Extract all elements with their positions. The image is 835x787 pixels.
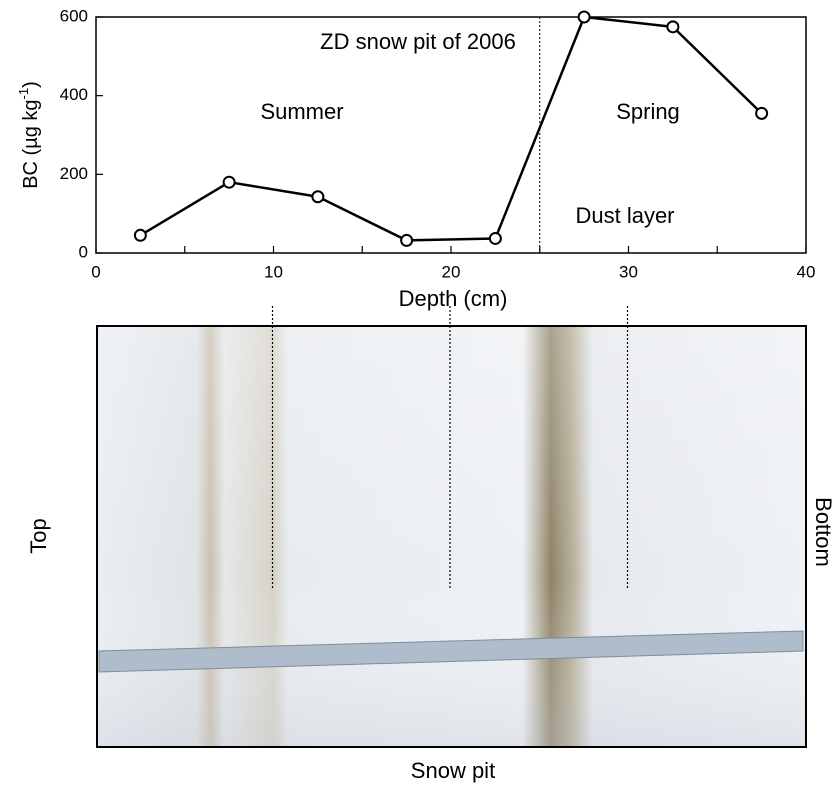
y-axis-title-main: BC (µg kg: [20, 99, 42, 188]
x-tick-label: 20: [442, 262, 461, 281]
data-point: [577, 10, 591, 24]
annotation: Spring: [616, 99, 680, 124]
y-axis-title: BC (µg kg-1): [16, 81, 42, 189]
data-line: [139, 15, 763, 242]
annotation: ZD snow pit of 2006: [320, 29, 516, 54]
photo-caption: Snow pit: [411, 758, 495, 783]
data-point: [311, 190, 325, 204]
y-tick-label: 200: [60, 164, 88, 183]
measuring-tape: [98, 630, 804, 673]
photo-frame: [96, 325, 807, 748]
data-point: [755, 106, 769, 120]
data-point: [222, 175, 236, 189]
y-tick-label: 0: [79, 242, 88, 261]
y-axis-title-end: ): [20, 81, 42, 88]
data-point: [666, 20, 680, 34]
annotation: Dust layer: [575, 203, 674, 228]
x-tick-label: 0: [91, 262, 100, 281]
annotation: Summer: [260, 99, 343, 124]
photo-shade: [97, 326, 806, 747]
x-tick-label: 10: [264, 262, 283, 281]
x-axis-title: Depth (cm): [399, 286, 508, 311]
y-tick-label: 600: [60, 6, 88, 25]
y-axis-title-sup: -1: [16, 88, 31, 100]
data-point: [488, 231, 502, 245]
x-tick-label: 40: [797, 262, 816, 281]
x-tick-label: 30: [619, 262, 638, 281]
y-tick-label: 400: [60, 85, 88, 104]
photo: [96, 325, 807, 748]
data-point: [133, 228, 147, 242]
data-point: [400, 233, 414, 247]
photo-label-top: Top: [26, 518, 51, 553]
photo-label-bottom: Bottom: [811, 497, 835, 567]
